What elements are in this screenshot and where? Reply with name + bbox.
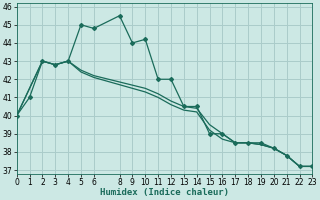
X-axis label: Humidex (Indice chaleur): Humidex (Indice chaleur) [100, 188, 229, 197]
